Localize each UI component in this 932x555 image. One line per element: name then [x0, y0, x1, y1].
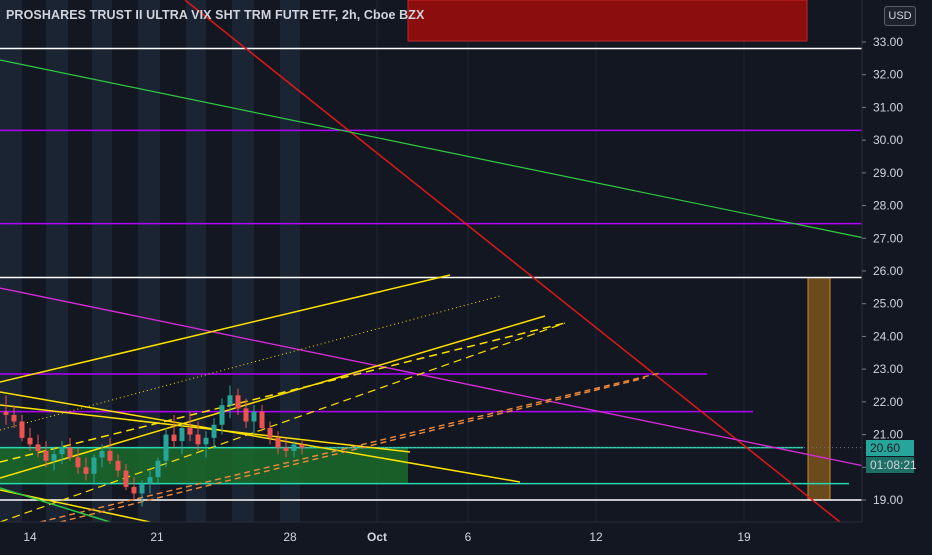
yellow-channel-top [0, 274, 451, 383]
yellow-channel-mid [0, 391, 521, 483]
session-stripe [46, 0, 68, 522]
candle-body [291, 444, 297, 451]
candle-body [211, 424, 217, 438]
y-tick-label: 25.00 [873, 297, 903, 311]
x-tick-label: 19 [737, 530, 751, 544]
symbol-title: PROSHARES TRUST II ULTRA VIX SHT TRM FUT… [6, 8, 425, 22]
trend-lines [0, 0, 865, 523]
candle-body [267, 428, 273, 438]
yellow-dashed [0, 322, 566, 523]
candle-body [35, 444, 41, 451]
y-tick-label: 31.00 [873, 100, 903, 114]
session-stripe [0, 0, 22, 522]
y-tick-label: 30.00 [873, 133, 903, 147]
y-tick-label: 29.00 [873, 166, 903, 180]
candle-body [235, 395, 241, 409]
y-tick-label: 33.00 [873, 35, 903, 49]
candle-body [259, 411, 265, 429]
x-tick-label: 21 [150, 530, 164, 544]
candle-body [91, 457, 97, 474]
candle-body [131, 486, 137, 494]
candle-body [195, 434, 201, 445]
candle-body [43, 450, 49, 461]
yellow-channel-lower [0, 404, 411, 453]
candle-body [115, 460, 121, 471]
y-tick-label: 19.00 [873, 493, 903, 507]
y-tick-label: 27.00 [873, 231, 903, 245]
candle-body [75, 457, 81, 468]
x-tick-label: 28 [283, 530, 297, 544]
countdown-tag: 01:08:21 [866, 457, 917, 473]
candle-body [283, 447, 289, 451]
x-tick-label: 6 [465, 530, 472, 544]
horizontal-levels [0, 47, 862, 501]
y-tick-label: 23.00 [873, 362, 903, 376]
y-tick-label: 28.00 [873, 199, 903, 213]
session-shading [0, 0, 745, 522]
candle-body [51, 454, 57, 461]
y-tick-label: 26.00 [873, 264, 903, 278]
candles [3, 385, 305, 507]
y-tick-label: 21.00 [873, 428, 903, 442]
candle-body [83, 467, 89, 474]
candle-body [3, 411, 9, 415]
yellow-channel-upper [0, 315, 546, 479]
green-trendline [0, 59, 865, 239]
candle-body [11, 414, 17, 422]
time-axis[interactable]: 14 21 28 Oct 6 12 19 [0, 521, 862, 550]
candle-body [27, 437, 33, 445]
candle-body [179, 428, 185, 442]
x-tick-label: Oct [367, 530, 387, 544]
range-box [807, 277, 831, 501]
candle-body [275, 437, 281, 448]
candle-body [139, 483, 145, 494]
candle-body [187, 428, 193, 435]
candle-body [227, 395, 233, 406]
candle-body [155, 460, 161, 478]
y-tick-label: 24.00 [873, 329, 903, 343]
candle-body [163, 434, 169, 461]
y-tick-label: 22.00 [873, 395, 903, 409]
zones [0, 0, 831, 501]
candle-body [67, 447, 73, 458]
x-tick-label: 12 [589, 530, 603, 544]
candle-body [251, 411, 257, 422]
candle-body [19, 421, 25, 438]
last-price-tag: 20.60 [866, 440, 914, 456]
time-axis-background [0, 522, 862, 550]
candle-body [299, 444, 305, 448]
candle-body [107, 450, 113, 461]
candle-body [203, 437, 209, 445]
currency-button[interactable]: USD [884, 6, 916, 26]
candle-body [99, 450, 105, 458]
orange-dashed [59, 377, 646, 523]
supply-zone [407, 0, 808, 42]
x-tick-label: 14 [23, 530, 37, 544]
candle-body [123, 470, 129, 487]
red-trendline [184, 0, 841, 523]
session-stripe [92, 0, 112, 522]
orange-dashed [39, 372, 661, 523]
candle-body [147, 477, 153, 484]
session-stripe [232, 0, 254, 522]
candle-body [59, 447, 65, 455]
y-tick-label: 32.00 [873, 68, 903, 82]
candle-body [243, 408, 249, 422]
green-line [0, 487, 111, 523]
yellow-dashed [0, 322, 566, 463]
candle-body [171, 434, 177, 442]
candle-body [219, 405, 225, 425]
magenta-trendline [0, 287, 865, 467]
